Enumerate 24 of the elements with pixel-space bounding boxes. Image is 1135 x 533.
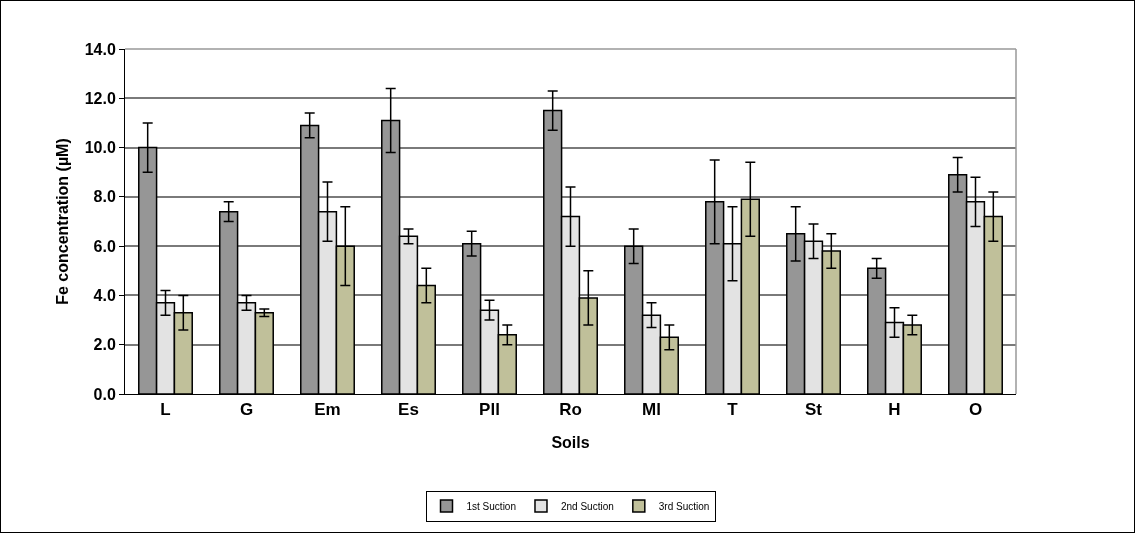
legend-label: 1st Suction	[466, 501, 516, 512]
x-tick-label: T	[727, 400, 739, 420]
x-tick-label: St	[805, 400, 823, 420]
x-tick-label: Es	[398, 400, 419, 420]
x-tick-label: Ro	[559, 400, 582, 420]
x-tick-label: O	[968, 400, 983, 420]
y-tick-label: 4.0	[93, 287, 116, 305]
x-tick-label: Ml	[642, 400, 661, 420]
y-tick-label: 14.0	[84, 40, 116, 58]
x-tick-label: Pll	[479, 400, 500, 420]
y-tick-label: 0.0	[93, 385, 116, 403]
legend-label: 3rd Suction	[658, 501, 710, 512]
y-tick-label: 10.0	[84, 139, 116, 157]
x-tick-label: G	[239, 400, 254, 420]
x-tick-label: H	[888, 400, 901, 420]
y-tick-label: 8.0	[93, 188, 116, 206]
x-axis-title: Soils	[551, 434, 590, 452]
x-tick-label: L	[160, 400, 171, 420]
x-tick-label: Em	[314, 400, 341, 420]
y-tick-label: 2.0	[93, 336, 116, 354]
y-tick-label: 12.0	[84, 89, 116, 107]
y-axis-title: Fe concentration (µM)	[53, 138, 71, 305]
legend-label: 2nd Suction	[560, 501, 614, 512]
y-tick-label: 6.0	[93, 237, 116, 255]
